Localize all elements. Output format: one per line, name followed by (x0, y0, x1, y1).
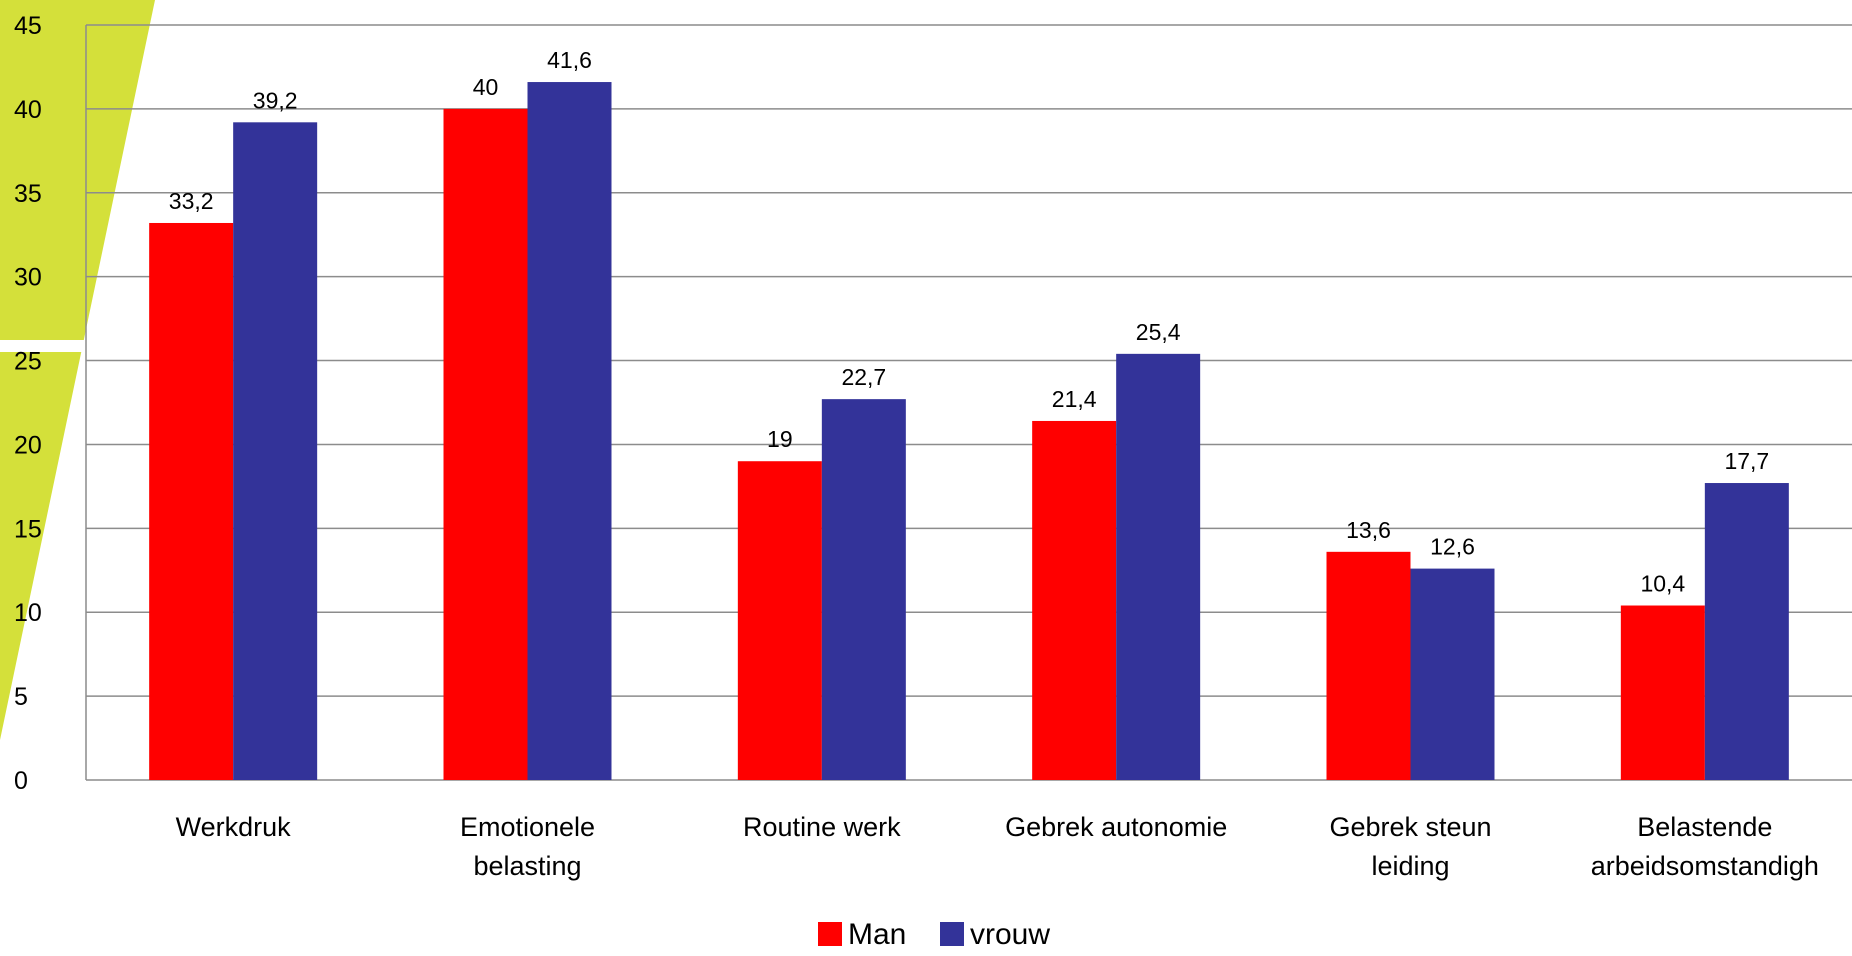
bar-man (1326, 551, 1411, 780)
data-labels: 33,2 39,2 40 41,6 19 22,7 21,4 25,4 13,6 12,6 10,4… (169, 47, 1769, 596)
bar-vrouw (821, 399, 906, 780)
data-label: 10,4 (1640, 571, 1685, 597)
bar-vrouw (527, 82, 612, 781)
bar-man (149, 222, 234, 780)
data-label: 22,7 (841, 364, 886, 390)
legend-swatch-vrouw (940, 922, 964, 946)
background-accent-shape (0, 0, 155, 740)
data-label: 17,7 (1724, 448, 1769, 474)
data-label: 25,4 (1136, 319, 1181, 345)
y-tick-label: 35 (14, 180, 42, 208)
bar-vrouw (1704, 483, 1789, 780)
legend-label-vrouw: vrouw (970, 918, 1050, 951)
y-tick-label: 15 (14, 515, 42, 543)
y-tick-label: 30 (14, 264, 42, 292)
y-tick-label: 5 (14, 683, 28, 711)
data-label: 33,2 (169, 188, 214, 214)
data-label: 40 (473, 74, 499, 100)
x-category-label: Gebrek autonomie (1005, 812, 1227, 842)
legend-label-man: Man (848, 918, 906, 951)
data-label: 19 (767, 426, 793, 452)
data-label: 41,6 (547, 47, 592, 73)
y-tick-label: 45 (14, 12, 42, 40)
y-tick-label: 25 (14, 348, 42, 376)
data-label: 12,6 (1430, 534, 1475, 560)
accent-notch (0, 340, 150, 352)
bar-man (737, 461, 822, 780)
legend: Man vrouw (818, 918, 1050, 951)
bar-man (443, 108, 528, 780)
bar-man (1620, 605, 1705, 780)
bars (149, 82, 1789, 781)
data-label: 21,4 (1052, 386, 1097, 412)
y-tick-label: 10 (14, 599, 42, 627)
x-category-label: Werkdruk (176, 812, 292, 842)
legend-swatch-man (818, 922, 842, 946)
y-tick-label: 0 (14, 767, 28, 795)
bar-vrouw (233, 122, 318, 781)
gridlines (85, 24, 1852, 781)
y-tick-label: 20 (14, 431, 42, 459)
data-label: 39,2 (253, 87, 298, 113)
x-category-label: Emotionele belasting (460, 812, 595, 881)
x-category-label: Belastende arbeidsomstandigh (1591, 812, 1819, 881)
bar-vrouw (1410, 568, 1495, 780)
bar-man (1032, 420, 1117, 780)
accent-triangle (0, 0, 155, 740)
x-axis-categories: Werkdruk Emotionele belasting Routine werk G… (176, 812, 1819, 881)
y-tick-label: 40 (14, 96, 42, 124)
x-category-label: Gebrek steun leiding (1329, 812, 1491, 881)
x-category-label: Routine werk (743, 812, 901, 842)
bar-vrouw (1116, 353, 1201, 780)
data-label: 13,6 (1346, 517, 1391, 543)
y-axis-ticks: 0 5 10 15 20 25 30 35 40 45 (14, 12, 42, 795)
